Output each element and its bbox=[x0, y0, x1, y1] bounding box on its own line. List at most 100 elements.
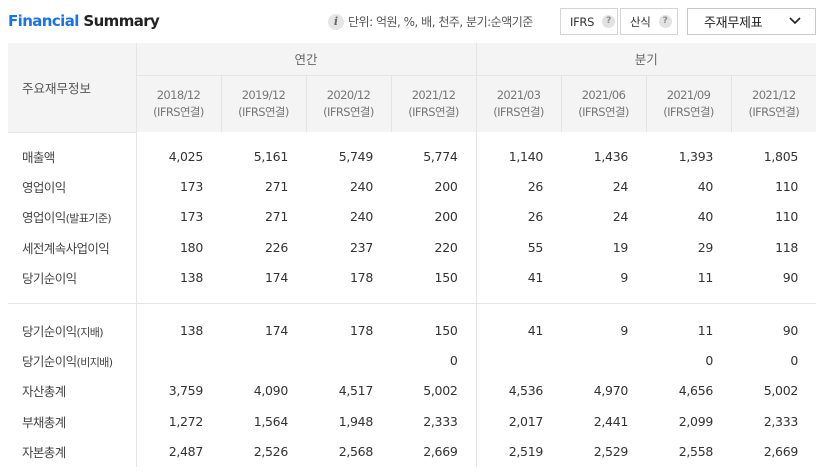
table-cell: 26 bbox=[475, 201, 562, 233]
table-cell: 1,805 bbox=[763, 148, 799, 164]
table-cell: 9 bbox=[620, 322, 629, 338]
table-row: 영업이익(발표기준) 173 271 240 200 26 24 40 110 bbox=[8, 201, 816, 233]
period-basis: (IFRS연결) bbox=[748, 104, 800, 119]
period-header: 2021/12 (IFRS연결) bbox=[390, 75, 477, 132]
period-header: 2021/03 (IFRS연결) bbox=[475, 75, 562, 132]
period-date: 2021/12 bbox=[751, 87, 796, 102]
table-cell bbox=[306, 345, 391, 375]
table-cell: 240 bbox=[350, 179, 373, 195]
table-cell bbox=[136, 345, 221, 375]
row-label: 당기순이익(비지배) bbox=[8, 345, 137, 376]
table-cell: 2,558 bbox=[678, 444, 714, 460]
table-cell: 4,090 bbox=[253, 383, 289, 399]
table-cell: 11 bbox=[697, 322, 714, 338]
table-row: 당기순이익(지배) 138 174 178 150 41 9 11 90 bbox=[8, 314, 816, 346]
table-cell: 200 bbox=[434, 209, 458, 225]
table-cell: 5,749 bbox=[338, 148, 374, 164]
table-cell: 271 bbox=[265, 179, 288, 195]
table-cell: 11 bbox=[697, 270, 714, 286]
row-label-text: 부채총계 bbox=[22, 414, 66, 430]
table-cell: 4,536 bbox=[475, 375, 562, 407]
formula-label: 산식 bbox=[630, 14, 651, 29]
table-cell: 9 bbox=[620, 270, 629, 286]
table-cell: 0 bbox=[790, 353, 799, 369]
table-row: 자산총계 3,759 4,090 4,517 5,002 4,536 4,970 4,656 5… bbox=[8, 375, 816, 407]
table-cell bbox=[475, 345, 562, 376]
row-label: 자본총계 bbox=[8, 436, 137, 467]
table-cell: 150 bbox=[434, 322, 458, 338]
dropdown-value: 주재무제표 bbox=[704, 16, 763, 31]
table-cell: 138 bbox=[180, 322, 203, 338]
table-cell: 2,441 bbox=[593, 413, 629, 429]
table-cell: 1,393 bbox=[678, 148, 714, 164]
row-label: 당기순이익(지배) bbox=[8, 314, 137, 346]
row-label-text: 세전계속사업이익 bbox=[22, 240, 110, 256]
formula-button[interactable]: 산식 ? bbox=[620, 8, 678, 35]
row-label-text: 당기순이익 bbox=[22, 354, 77, 370]
row-label: 매출액 bbox=[8, 141, 137, 172]
financial-summary-table: 주요재무정보 연간 분기 2018/12 (IFRS연결) 2019/12 (IFRS… bbox=[8, 43, 817, 467]
table-cell bbox=[561, 345, 646, 375]
table-cell: 3,759 bbox=[168, 383, 204, 399]
title-rest: Summary bbox=[78, 12, 160, 30]
table-cell: 1,436 bbox=[593, 148, 629, 164]
table-cell: 2,333 bbox=[423, 413, 458, 429]
group-annual: 연간 bbox=[136, 43, 477, 76]
table-cell: 2,568 bbox=[338, 444, 374, 460]
group-quarter: 분기 bbox=[475, 43, 817, 76]
table-cell: 1,948 bbox=[338, 413, 374, 429]
table-cell: 40 bbox=[697, 179, 714, 195]
table-row: 부채총계 1,272 1,564 1,948 2,333 2,017 2,441 2,099 2… bbox=[8, 406, 816, 437]
table-cell: 41 bbox=[475, 314, 562, 346]
table-cell: 271 bbox=[265, 209, 288, 225]
period-basis: (IFRS연결) bbox=[153, 104, 204, 119]
period-basis: (IFRS연결) bbox=[578, 104, 629, 119]
statement-type-dropdown[interactable]: 주재무제표 bbox=[687, 8, 816, 35]
period-date: 2021/06 bbox=[581, 87, 626, 102]
table-cell: 90 bbox=[782, 270, 799, 286]
table-cell: 2,099 bbox=[678, 413, 714, 429]
period-header: 2021/09 (IFRS연결) bbox=[645, 75, 732, 132]
table-cell: 2,333 bbox=[763, 413, 799, 429]
row-label: 자산총계 bbox=[8, 375, 137, 407]
table-cell: 5,161 bbox=[253, 148, 289, 164]
table-cell bbox=[221, 345, 306, 375]
spacer-row bbox=[8, 303, 816, 315]
table-cell: 5,002 bbox=[763, 383, 799, 399]
table-cell: 1,564 bbox=[253, 413, 289, 429]
spacer-row bbox=[8, 292, 817, 305]
row-label-text: 영업이익 bbox=[22, 180, 66, 196]
table-cell: 2,669 bbox=[423, 444, 458, 460]
table-cell: 220 bbox=[434, 239, 458, 255]
chevron-down-icon bbox=[789, 17, 801, 25]
row-label-text: 당기순이익 bbox=[22, 323, 77, 339]
unit-text: 단위: 억원, %, 배, 천주, 분기:순액기준 bbox=[348, 15, 533, 29]
table-cell: 2,017 bbox=[475, 406, 562, 437]
help-icon[interactable]: ? bbox=[602, 15, 616, 28]
row-label: 영업이익 bbox=[8, 171, 137, 202]
info-icon: i bbox=[328, 14, 344, 30]
table-cell: 4,970 bbox=[593, 383, 629, 399]
table-cell: 40 bbox=[697, 209, 714, 225]
table-cell: 174 bbox=[265, 322, 288, 338]
period-basis: (IFRS연결) bbox=[663, 104, 714, 119]
help-icon[interactable]: ? bbox=[658, 15, 672, 28]
row-label-suffix: (발표기준) bbox=[65, 212, 112, 226]
row-label: 영업이익(발표기준) bbox=[8, 201, 137, 233]
table-cell: 0 bbox=[449, 353, 458, 369]
table-cell: 1,272 bbox=[168, 413, 204, 429]
table-row: 세전계속사업이익 180 226 237 220 55 19 29 118 bbox=[8, 232, 816, 263]
ifrs-button[interactable]: IFRS ? bbox=[560, 8, 618, 35]
table-cell: 24 bbox=[612, 209, 629, 225]
table-cell: 5,002 bbox=[423, 383, 458, 399]
row-label: 당기순이익 bbox=[8, 262, 137, 293]
table-cell: 2,519 bbox=[475, 436, 562, 467]
row-label: 부채총계 bbox=[8, 406, 137, 437]
table-row: 자본총계 2,487 2,526 2,568 2,669 2,519 2,529 2,558 2… bbox=[8, 436, 816, 467]
period-date: 2020/12 bbox=[326, 87, 371, 102]
period-date: 2021/12 bbox=[411, 87, 456, 102]
main-label: 주요재무정보 bbox=[8, 43, 137, 133]
table-cell: 29 bbox=[697, 239, 714, 255]
table-cell: 26 bbox=[475, 171, 562, 202]
table-cell: 1,140 bbox=[475, 141, 562, 172]
